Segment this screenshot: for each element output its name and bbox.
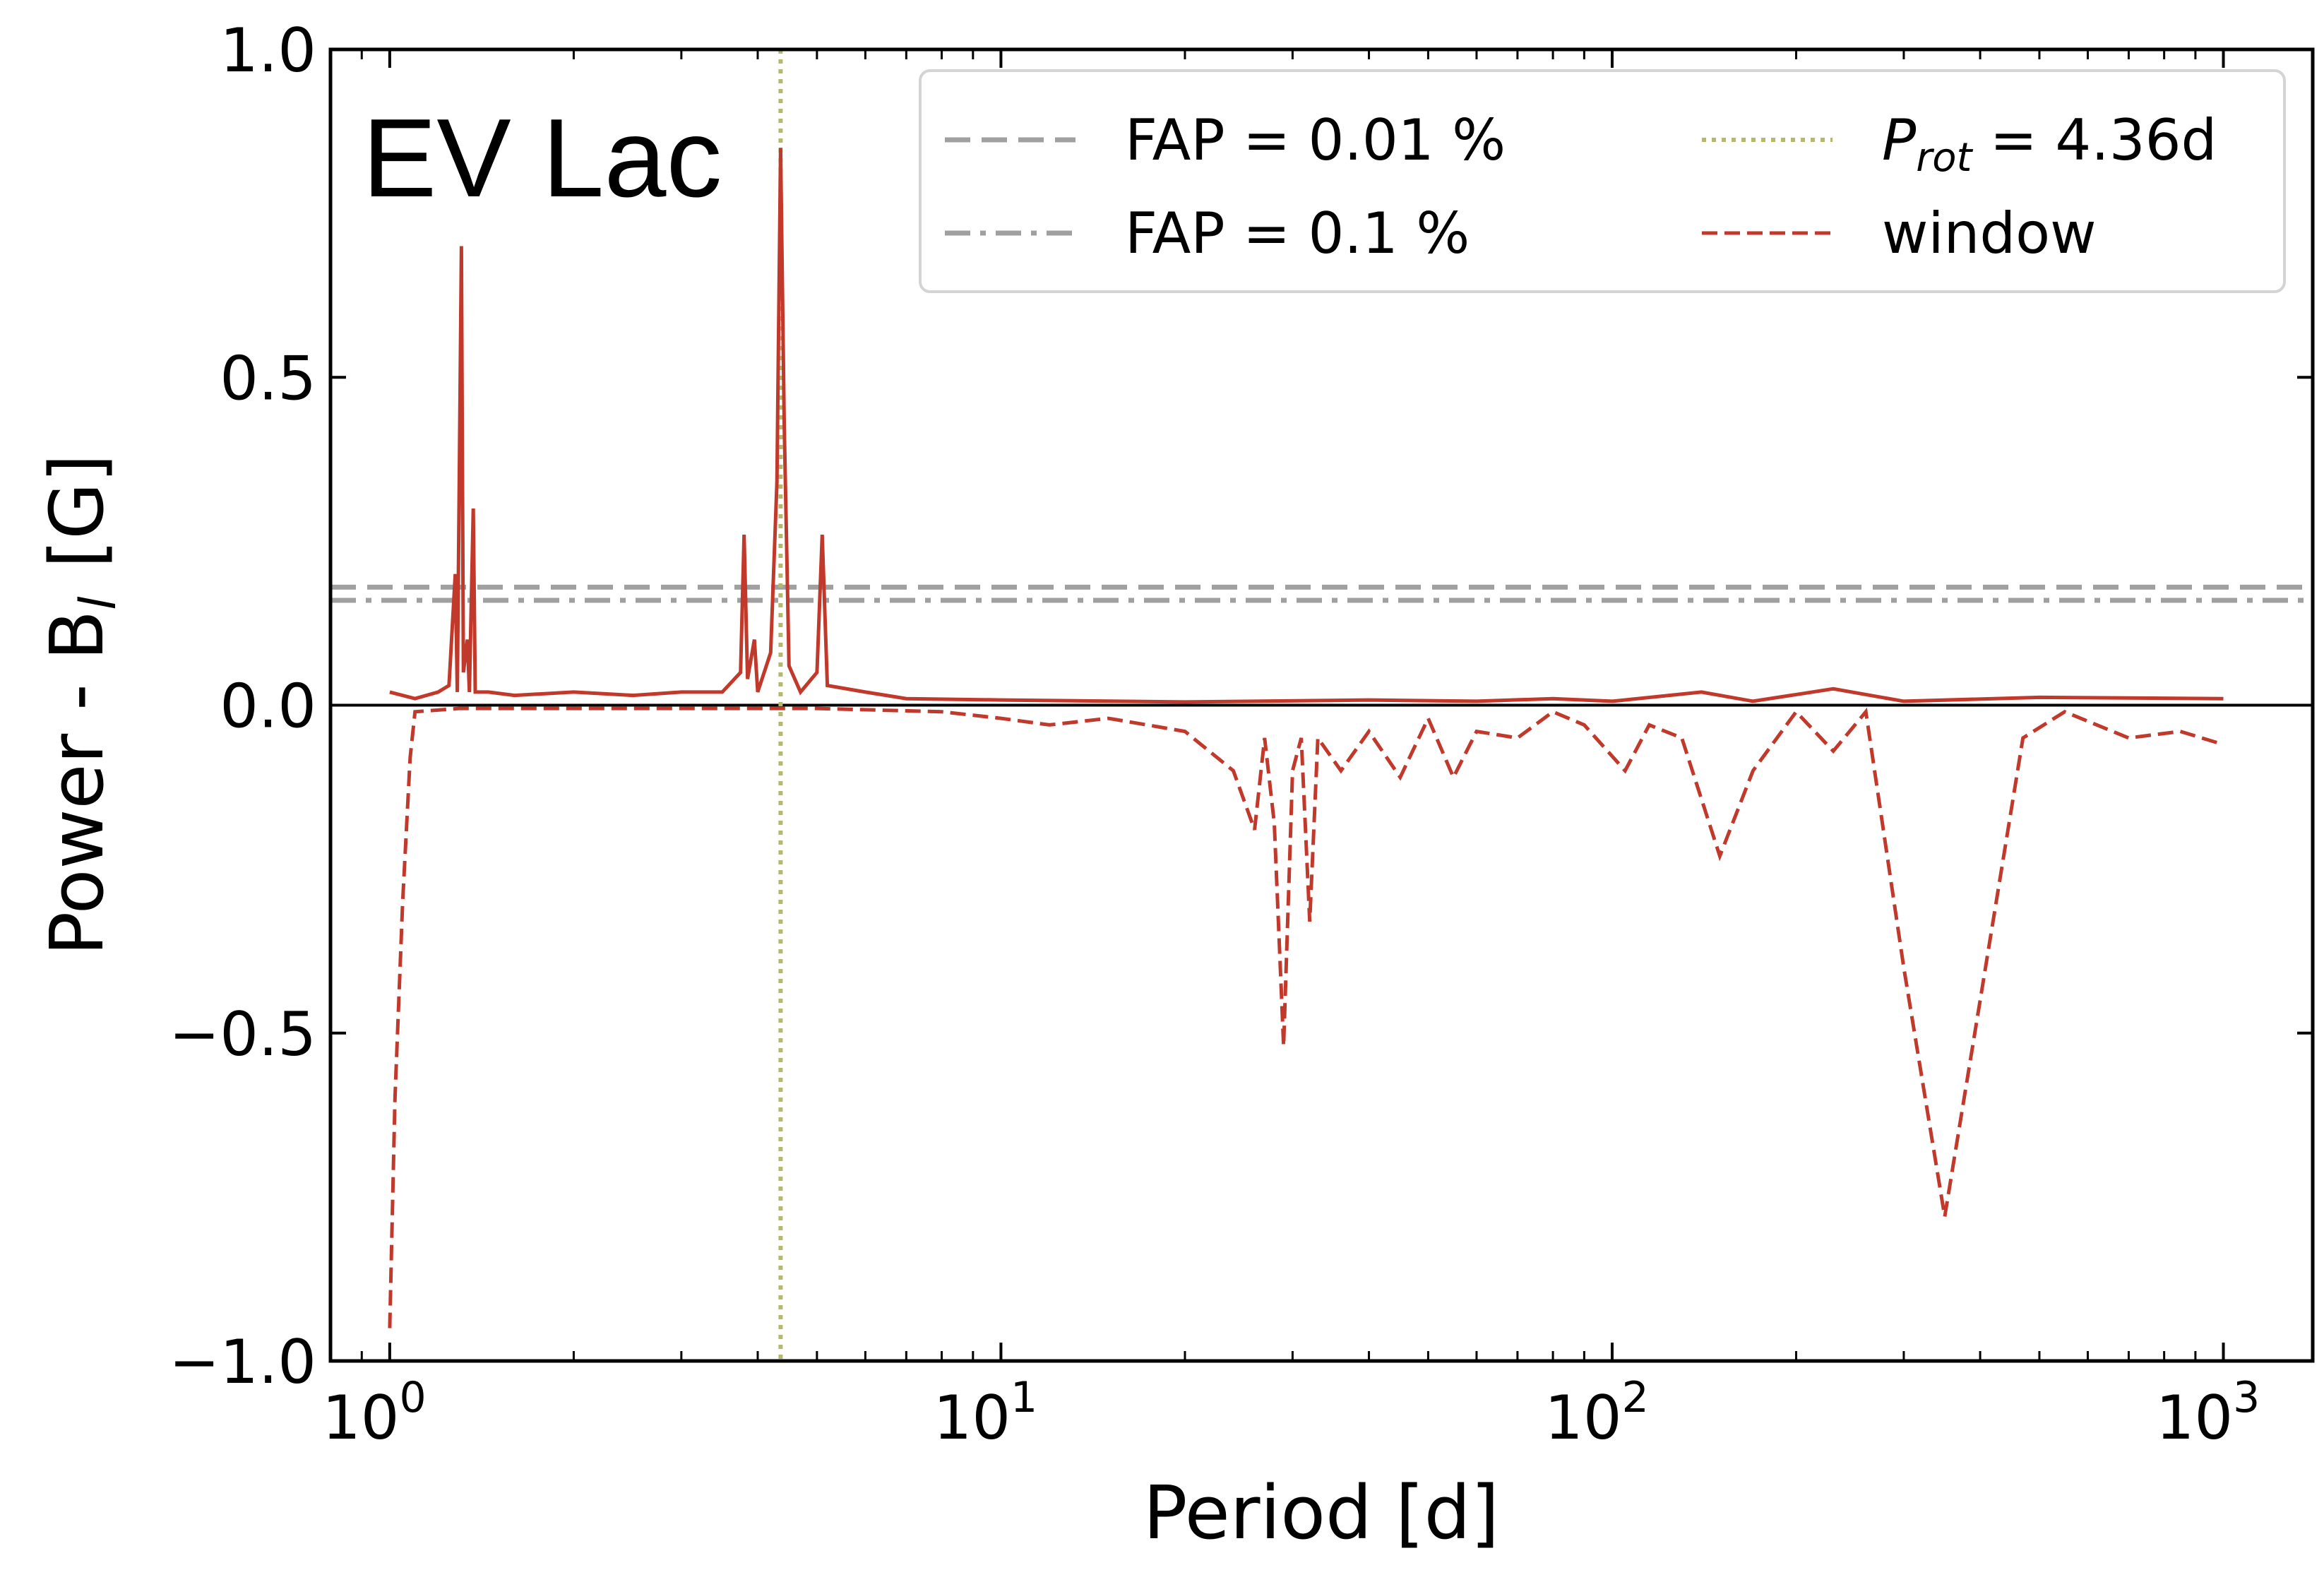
- legend-fap-01-label: FAP = 0.1 %: [1125, 201, 1470, 266]
- y-axis-label-unit: [G]: [34, 454, 120, 569]
- legend-prot-value: = 4.36d: [1972, 107, 2217, 173]
- legend-fap-001-label: FAP = 0.01 %: [1125, 107, 1506, 173]
- y-tick-label-1: 0.5: [220, 343, 316, 414]
- window-series-line: [388, 706, 2224, 1328]
- x-tick-label-2: 102: [1544, 1373, 1649, 1453]
- legend-prot-symbol: P: [1882, 107, 1917, 173]
- legend-box: [919, 69, 2286, 293]
- legend-prot-label: Prot = 4.36d: [1882, 107, 2217, 181]
- y-axis-label-main: Power - B: [34, 610, 120, 956]
- y-axis-label-sub: l: [69, 596, 127, 610]
- y-tick-label-4: −1.0: [169, 1327, 316, 1398]
- y-tick-label-2: 0.0: [220, 672, 316, 742]
- power-series-line: [389, 148, 2224, 704]
- x-axis-label: Period [d]: [1143, 1470, 1500, 1556]
- y-axis-ticks: 1.0 0.5 0.0 −0.5 −1.0: [169, 16, 2313, 1398]
- legend-window-label: window: [1882, 201, 2097, 266]
- legend: FAP = 0.01 % FAP = 0.1 % Prot = 4.36d wi…: [919, 69, 2286, 293]
- y-tick-label-3: −0.5: [169, 999, 316, 1070]
- x-tick-label-3: 103: [2156, 1373, 2260, 1453]
- y-axis-label: Power - Bl [G]: [34, 454, 127, 956]
- x-tick-label-1: 101: [934, 1373, 1038, 1453]
- legend-prot-subscript: rot: [1916, 135, 1973, 181]
- x-axis-ticks: 100 101 102 103: [322, 49, 2260, 1453]
- y-tick-label-0: 1.0: [220, 16, 316, 86]
- chart-annotation: EV Lac: [362, 96, 722, 220]
- x-tick-label-0: 100: [322, 1373, 427, 1453]
